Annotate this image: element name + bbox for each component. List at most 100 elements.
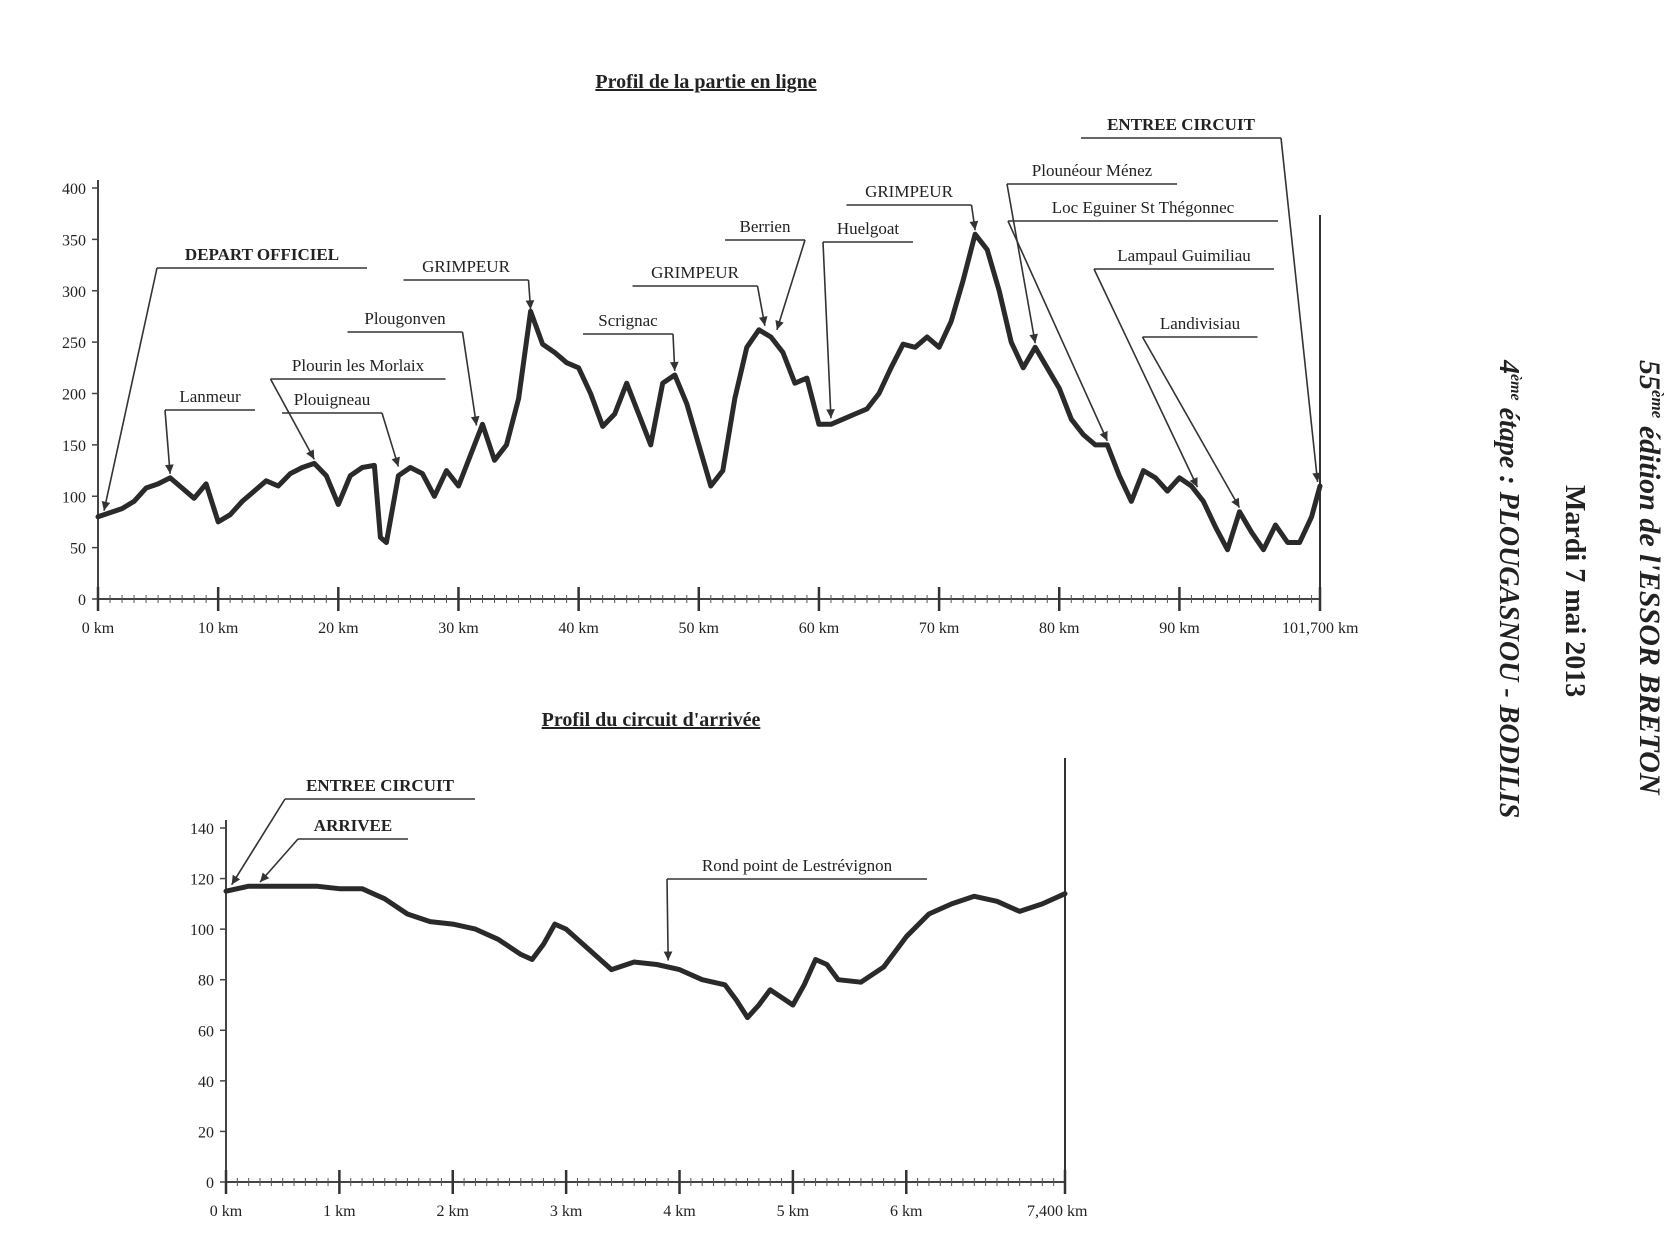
annotation: GRIMPEUR (632, 263, 768, 326)
annotation-label: Rond point de Lestrévignon (702, 856, 893, 875)
annotation-label: Berrien (740, 217, 791, 236)
y-tick-label: 100 (190, 922, 214, 939)
x-tick-label: 7,400 km (1027, 1203, 1088, 1220)
annotation-leader (1280, 137, 1319, 483)
annotation-label: ARRIVEE (314, 816, 392, 835)
annotation-arrowhead (1312, 472, 1321, 482)
annotation-leader (1007, 220, 1109, 442)
annotation-arrowhead (758, 316, 768, 326)
x-tick-label: 6 km (890, 1203, 923, 1220)
annotation-leader (269, 378, 315, 460)
y-tick-label: 400 (62, 181, 86, 198)
annotation-arrowhead (525, 300, 535, 310)
x-tick-label: 0 km (82, 620, 115, 637)
stage-line: 4ème étape : PLOUGASNOU - BODILIS (1493, 359, 1524, 818)
annotation-label: Huelgoat (837, 219, 900, 238)
y-tick-label: 140 (190, 821, 214, 838)
annotation-arrowhead (669, 361, 679, 372)
annotation: Scrignac (583, 311, 679, 372)
annotation-leader (103, 267, 158, 511)
annotation-arrowhead (663, 951, 673, 961)
annotation-label: GRIMPEUR (865, 182, 954, 201)
annotation-arrowhead (391, 456, 400, 467)
y-tick-label: 60 (198, 1023, 214, 1040)
annotation: Plourin les Morlaix (269, 356, 446, 460)
annotation: ENTREE CIRCUIT (230, 776, 475, 886)
x-tick-label: 20 km (318, 620, 359, 637)
x-tick-label: 2 km (437, 1203, 470, 1220)
x-tick-label: 5 km (777, 1203, 810, 1220)
annotation: Plouigneau (282, 390, 400, 467)
annotation-arrowhead (826, 409, 835, 419)
edition-number: 55 (1633, 360, 1666, 390)
y-tick-label: 20 (198, 1124, 214, 1141)
annotation: Rond point de Lestrévignon (663, 856, 927, 961)
y-tick-label: 350 (62, 232, 86, 249)
x-tick-label: 0 km (210, 1203, 243, 1220)
x-tick-label: 90 km (1159, 620, 1200, 637)
y-tick-label: 0 (206, 1175, 214, 1192)
event-header: 55ème édition de l'ESSOR BRETON Mardi 7 … (1493, 359, 1667, 818)
elevation-line-circuit (223, 883, 1068, 1021)
chart-axes-circuit: 0 20 40 60 80 100 120 140 0 km 1 km 2 km 3 km 4 km 5 … (190, 758, 1088, 1220)
x-tick-label: 70 km (919, 620, 960, 637)
y-tick-label: 80 (198, 973, 214, 990)
annotation-label: Plourin les Morlaix (292, 356, 425, 375)
edition-sup: ème (1648, 390, 1667, 419)
annotation-arrowhead (101, 501, 111, 511)
annotation-leader (259, 838, 299, 883)
annotation-arrowhead (969, 220, 979, 231)
edition-text: édition de l'ESSOR BRETON (1633, 418, 1666, 796)
annotation-leader (666, 878, 669, 961)
profile-chart-finish-circuit: Profil du circuit d'arrivée 0 20 40 60 80 100… (190, 709, 1088, 1220)
y-tick-label: 250 (62, 335, 86, 352)
annotation-leader (776, 239, 806, 331)
annotation-label: GRIMPEUR (422, 257, 511, 276)
y-tick-label: 100 (62, 489, 86, 506)
annotation: GRIMPEUR (403, 257, 535, 310)
annotation-leader (1093, 268, 1199, 488)
race-date: Mardi 7 mai 2013 (1559, 485, 1590, 697)
annotation-arrowhead (1029, 333, 1038, 344)
stage-text: étape : PLOUGASNOU - BODILIS (1493, 401, 1524, 819)
annotation-label: Lanmeur (179, 387, 241, 406)
annotation-label: Plougonven (364, 309, 446, 328)
annotation: GRIMPEUR (846, 182, 979, 231)
annotation: Landivisiau (1141, 314, 1258, 509)
annotation: ENTREE CIRCUIT (1081, 115, 1321, 483)
x-tick-label: 1 km (323, 1203, 356, 1220)
chart-axes-main: 0 50 100 150 200 250 300 350 400 0 km 10 km 20 km 30… (62, 180, 1359, 637)
edition-line: 55ème édition de l'ESSOR BRETON (1633, 360, 1667, 796)
y-tick-label: 150 (62, 438, 86, 455)
stage-sup: ème (1507, 374, 1524, 401)
annotation-label: Scrignac (598, 311, 658, 330)
annotation-arrowhead (1099, 430, 1108, 441)
annotation-leader (461, 331, 478, 426)
y-tick-label: 50 (70, 541, 86, 558)
annotation-arrowhead (470, 415, 480, 426)
x-tick-label: 30 km (438, 620, 479, 637)
annotation: Plounéour Ménez (1006, 161, 1177, 344)
chart-annotations-main: DEPART OFFICIEL Lanmeur Plourin les Morlai… (101, 115, 1321, 511)
annotation-label: GRIMPEUR (651, 263, 740, 282)
x-tick-label: 60 km (799, 620, 840, 637)
y-tick-label: 200 (62, 387, 86, 404)
chart-title-main: Profil de la partie en ligne (595, 71, 816, 93)
chart-annotations-circuit: ENTREE CIRCUIT ARRIVEE Rond point de Lestr… (230, 776, 927, 961)
annotation-label: Lampaul Guimiliau (1117, 246, 1251, 265)
annotation-leader (164, 409, 171, 474)
annotation-arrowhead (260, 872, 270, 883)
annotation-label: Loc Eguiner St Thégonnec (1052, 198, 1235, 217)
y-tick-label: 300 (62, 284, 86, 301)
annotation-leader (230, 798, 286, 886)
y-tick-label: 120 (190, 872, 214, 889)
x-tick-label: 40 km (558, 620, 599, 637)
annotation-label: Plouigneau (294, 390, 371, 409)
annotation: Berrien (725, 217, 806, 331)
x-tick-label: 10 km (198, 620, 239, 637)
annotation-arrowhead (165, 464, 174, 474)
annotation: Loc Eguiner St Thégonnec (1007, 198, 1278, 442)
profile-chart-main: Profil de la partie en ligne 0 50 100 150 20… (62, 71, 1359, 637)
x-tick-label: 101,700 km (1282, 620, 1359, 637)
